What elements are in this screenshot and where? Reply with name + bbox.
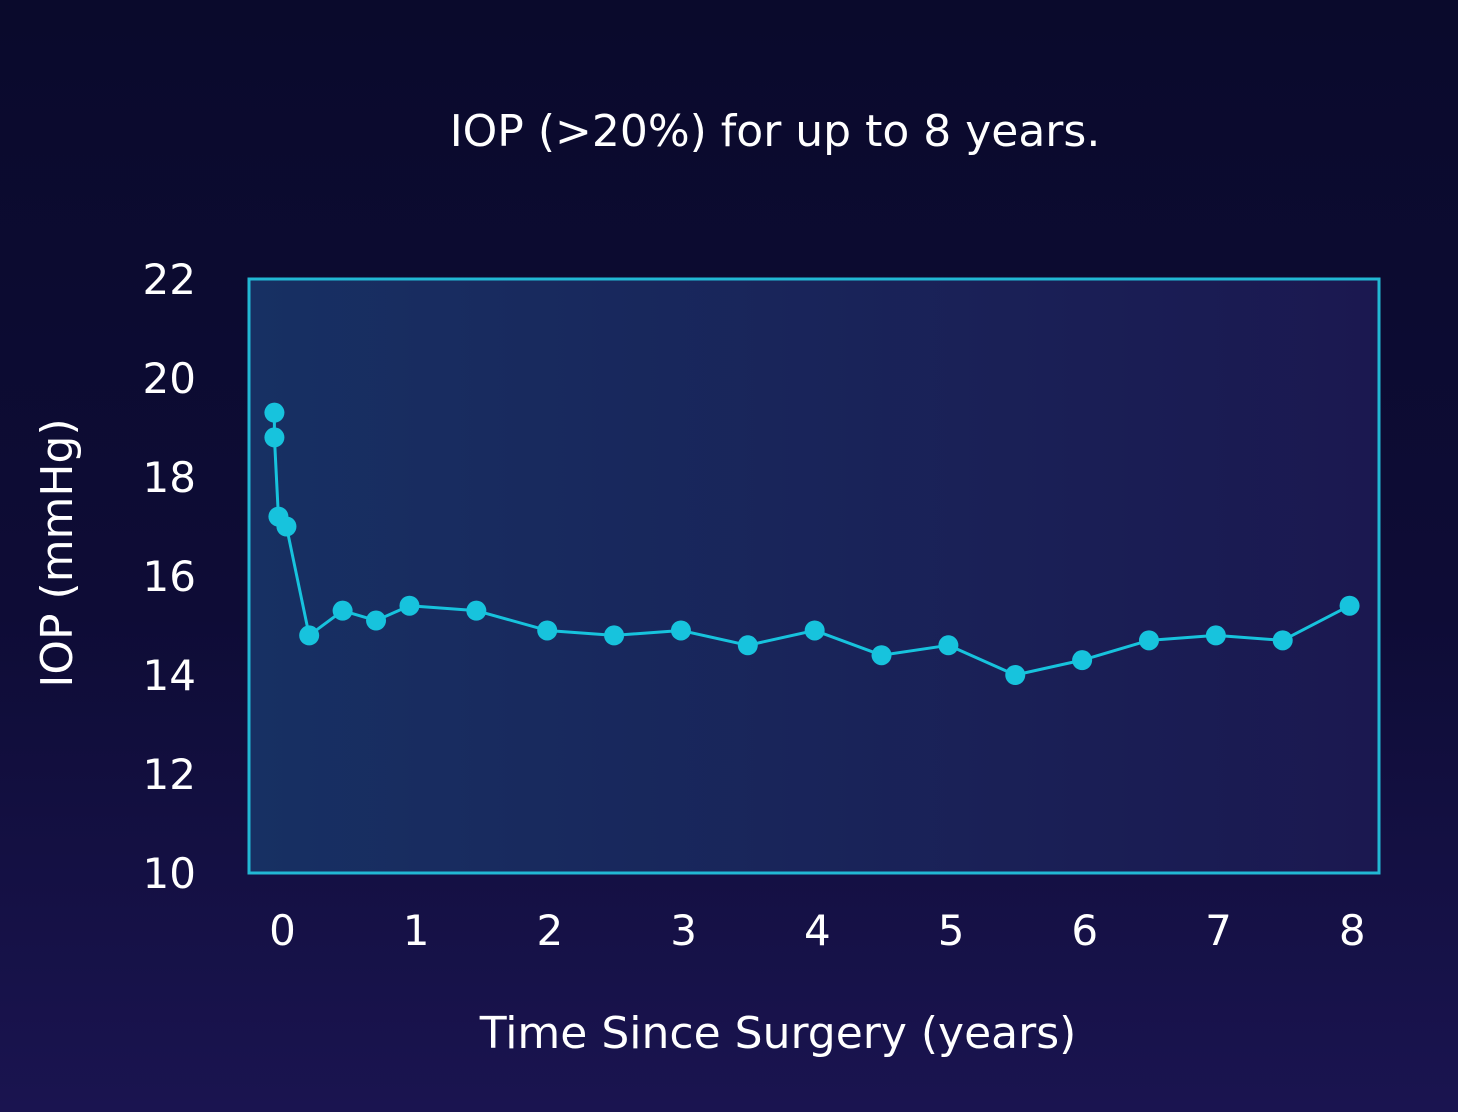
y-tick-label: 10 [143,849,196,898]
chart-title: IOP (>20%) for up to 8 years. [450,106,1101,157]
x-tick-label: 5 [938,906,965,955]
x-tick-label: 1 [403,906,430,955]
data-point [399,595,420,616]
data-point [938,635,959,656]
data-points [264,402,1360,685]
data-point [332,600,353,621]
y-tick-label: 14 [143,651,196,700]
y-axis-ticks: 10 12 14 16 18 20 22 [143,255,196,898]
data-point [299,625,320,646]
x-tick-label: 0 [269,906,296,955]
data-point [1272,630,1293,651]
data-point [1339,595,1360,616]
data-point [670,620,691,641]
y-tick-label: 16 [143,552,196,601]
data-point [737,635,758,656]
data-point [871,645,892,666]
data-point [537,620,558,641]
x-tick-label: 6 [1071,906,1098,955]
data-point [264,402,285,423]
x-tick-label: 4 [804,906,831,955]
x-tick-label: 3 [670,906,697,955]
x-axis-label: Time Since Surgery (years) [479,1008,1077,1059]
y-tick-label: 20 [143,354,196,403]
plot-area [247,277,1381,875]
series-line [272,412,1351,677]
x-axis-ticks: 0 1 2 3 4 5 6 7 8 [269,906,1366,955]
data-point [604,625,625,646]
y-tick-label: 22 [143,255,196,304]
data-point [1072,650,1093,671]
data-point [1138,630,1159,651]
data-point [276,516,297,537]
data-point [366,610,387,631]
y-tick-label: 12 [143,750,196,799]
data-point [1005,665,1026,685]
x-tick-label: 2 [537,906,564,955]
x-tick-label: 7 [1205,906,1232,955]
data-point [804,620,825,641]
data-point [264,427,285,448]
data-point [1205,625,1226,646]
x-tick-label: 8 [1339,906,1366,955]
y-axis-label: IOP (mmHg) [32,418,83,687]
y-tick-label: 18 [143,453,196,502]
data-point [466,600,487,621]
